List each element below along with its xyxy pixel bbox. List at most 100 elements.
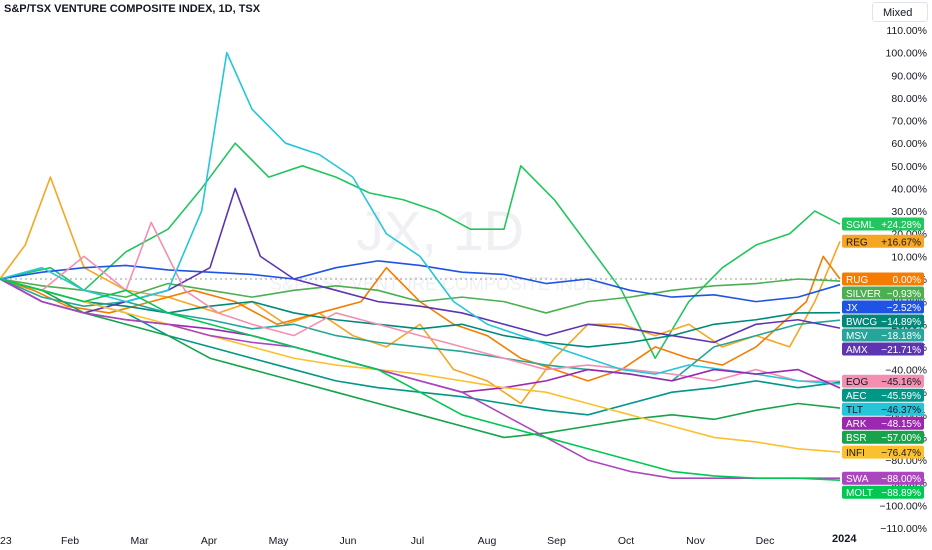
series-label-msv: MSV −18.18% bbox=[842, 328, 924, 342]
series-label-aec: AEC −45.59% bbox=[842, 388, 924, 402]
series-label-background bbox=[842, 430, 924, 444]
y-tick-label: 90.00% bbox=[891, 70, 927, 82]
series-label-name: ARK bbox=[846, 419, 867, 430]
series-label-name: EOG bbox=[846, 377, 868, 388]
series-label-name: RUG bbox=[846, 275, 868, 286]
y-tick-label: 50.00% bbox=[891, 161, 927, 173]
series-label-swa: SWA −88.00% bbox=[842, 471, 924, 485]
y-tick-label: 70.00% bbox=[891, 116, 927, 128]
y-tick-label: 40.00% bbox=[891, 183, 927, 195]
series-line-tlt[interactable] bbox=[0, 51, 841, 385]
series-label-ark: ARK −48.15% bbox=[842, 416, 924, 430]
x-tick-label: Feb bbox=[61, 535, 79, 547]
watermark-symbol: JX, 1D bbox=[356, 199, 524, 262]
y-tick-label: 110.00% bbox=[886, 25, 927, 37]
series-label-name: MSV bbox=[846, 331, 868, 342]
series-label-rug: RUG 0.00% bbox=[842, 272, 924, 286]
series-line-molt[interactable] bbox=[0, 278, 841, 482]
series-label-background bbox=[842, 342, 924, 356]
x-tick-label: Jul bbox=[411, 535, 424, 547]
series-line-reg[interactable] bbox=[0, 176, 841, 405]
series-line-infi[interactable] bbox=[0, 278, 841, 453]
series-line-jx[interactable] bbox=[0, 260, 841, 303]
series-line-sgml[interactable] bbox=[0, 142, 841, 360]
series-label-name: SWA bbox=[846, 474, 869, 485]
series-label-value: +16.67% bbox=[881, 237, 921, 248]
year-badge: 2024 bbox=[826, 533, 863, 545]
series-label-bsr: BSR −57.00% bbox=[842, 430, 924, 444]
series-lines bbox=[0, 51, 841, 482]
x-tick-label: Jun bbox=[340, 535, 357, 547]
y-tick-label: −100.00% bbox=[879, 500, 927, 512]
series-label-value: −76.47% bbox=[881, 448, 921, 459]
series-label-background bbox=[842, 485, 924, 499]
series-label-bwcg: BWCG −14.89% bbox=[842, 314, 924, 328]
x-tick-label: 23 bbox=[0, 535, 12, 547]
y-tick-label: 10.00% bbox=[891, 251, 927, 263]
series-label-infi: INFI −76.47% bbox=[842, 445, 924, 459]
x-tick-label: Sep bbox=[547, 535, 566, 547]
x-tick-label: Aug bbox=[478, 535, 497, 547]
scale-mode-button[interactable]: Mixed bbox=[872, 2, 928, 22]
series-label-name: JX bbox=[846, 303, 858, 314]
series-label-background bbox=[842, 416, 924, 430]
x-axis[interactable]: 23 Feb Mar Apr May Jun Jul Aug Sep Oct Nov Dec bbox=[0, 535, 774, 547]
series-label-name: SILVER bbox=[846, 289, 881, 300]
series-label-name: SGML bbox=[846, 220, 875, 231]
series-label-name: TLT bbox=[846, 405, 863, 416]
y-tick-label: 100.00% bbox=[886, 48, 927, 60]
series-label-molt: MOLT −88.89% bbox=[842, 485, 924, 499]
x-tick-label: Dec bbox=[756, 535, 775, 547]
series-label-value: −18.18% bbox=[881, 331, 921, 342]
series-label-jx: JX −2.52% bbox=[842, 300, 924, 314]
series-label-value: −45.59% bbox=[881, 391, 921, 402]
chart-title: S&P/TSX VENTURE COMPOSITE INDEX, 1D, TSX bbox=[4, 3, 261, 15]
series-value-labels: SGML +24.28% REG +16.67% RUG 0.00% SILVER −0.93… bbox=[842, 217, 924, 499]
series-label-eog: EOG −45.16% bbox=[842, 374, 924, 388]
y-tick-label: 80.00% bbox=[891, 93, 927, 105]
x-tick-label: Apr bbox=[201, 535, 218, 547]
series-label-amx: AMX −21.71% bbox=[842, 342, 924, 356]
series-line-rug[interactable] bbox=[0, 255, 841, 382]
series-label-value: −45.16% bbox=[881, 377, 921, 388]
series-label-background bbox=[842, 217, 924, 231]
series-line-bsr[interactable] bbox=[0, 278, 841, 439]
series-label-name: AMX bbox=[846, 345, 868, 356]
series-label-value: +24.28% bbox=[881, 220, 921, 231]
series-label-name: AEC bbox=[846, 391, 867, 402]
series-line-bwcg[interactable] bbox=[0, 278, 841, 348]
series-label-value: −46.37% bbox=[881, 405, 921, 416]
series-label-name: MOLT bbox=[846, 488, 873, 499]
series-label-background bbox=[842, 300, 924, 314]
series-label-background bbox=[842, 374, 924, 388]
series-label-reg: REG +16.67% bbox=[842, 234, 924, 248]
series-label-value: −48.15% bbox=[881, 419, 921, 430]
series-label-value: 0.00% bbox=[893, 275, 921, 286]
series-label-value: −57.00% bbox=[881, 433, 921, 444]
series-label-value: −0.93% bbox=[887, 289, 921, 300]
series-label-background bbox=[842, 272, 924, 286]
series-label-value: −88.89% bbox=[881, 488, 921, 499]
series-label-background bbox=[842, 314, 924, 328]
x-tick-label: Nov bbox=[686, 535, 705, 547]
series-line-eog[interactable] bbox=[0, 221, 841, 383]
series-label-background bbox=[842, 328, 924, 342]
series-label-name: BWCG bbox=[846, 317, 877, 328]
x-tick-label: Oct bbox=[618, 535, 634, 547]
series-line-silver[interactable] bbox=[0, 278, 841, 314]
y-tick-label: −110.00% bbox=[880, 523, 927, 535]
series-line-swa[interactable] bbox=[0, 278, 840, 480]
series-label-name: REG bbox=[846, 237, 868, 248]
series-label-value: −14.89% bbox=[881, 317, 921, 328]
x-tick-label: May bbox=[269, 535, 290, 547]
series-label-value: −88.00% bbox=[881, 474, 921, 485]
series-line-msv[interactable] bbox=[0, 278, 841, 382]
series-label-name: INFI bbox=[846, 448, 865, 459]
series-label-sgml: SGML +24.28% bbox=[842, 217, 924, 231]
series-label-background bbox=[842, 234, 924, 248]
series-label-background bbox=[842, 445, 924, 459]
y-tick-label: −40.00% bbox=[885, 365, 927, 377]
series-label-name: BSR bbox=[846, 433, 867, 444]
series-label-tlt: TLT −46.37% bbox=[842, 402, 924, 416]
